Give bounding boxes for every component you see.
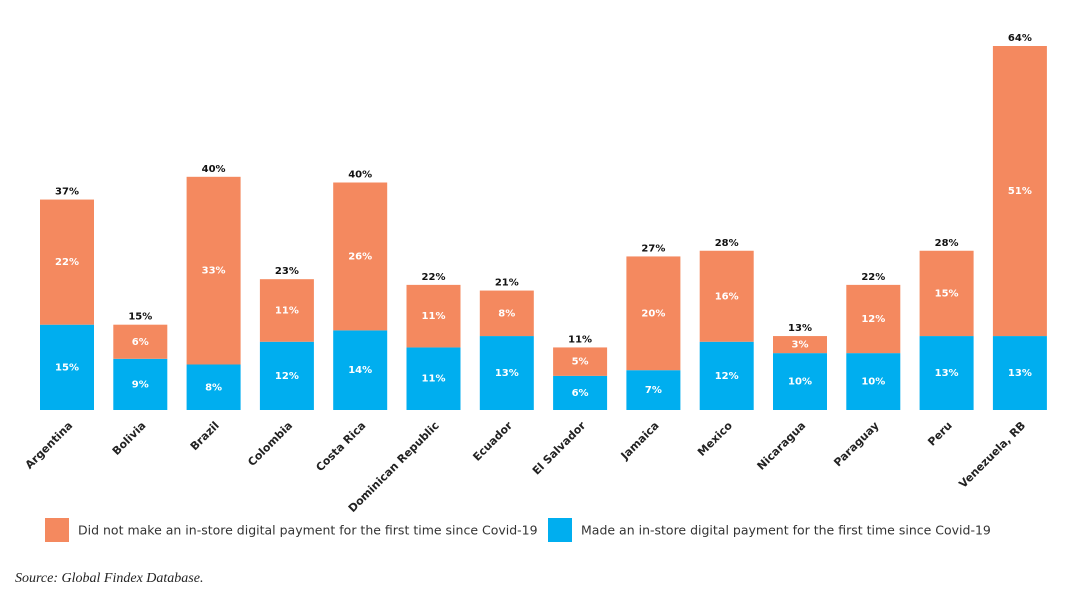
legend-swatch — [45, 518, 69, 542]
x-tick-label: Colombia — [245, 419, 295, 469]
total-label: 22% — [861, 272, 885, 283]
x-tick-label: Argentina — [23, 419, 76, 472]
segment-label: 11% — [422, 374, 446, 385]
x-tick-label: Nicaragua — [755, 419, 809, 473]
total-label: 15% — [128, 312, 152, 323]
legend-label: Did not make an in-store digital payment… — [78, 523, 538, 538]
bar-segment — [919, 336, 974, 410]
x-tick-label: Mexico — [695, 419, 735, 459]
segment-label: 12% — [275, 371, 299, 382]
total-label: 40% — [202, 164, 226, 175]
source-note: Source: Global Findex Database. — [15, 571, 203, 586]
bar-segment — [406, 347, 461, 410]
bar-segment — [553, 347, 608, 376]
segment-label: 11% — [422, 311, 446, 322]
bar-segment — [259, 341, 314, 410]
bar-segment — [40, 324, 94, 410]
total-label: 28% — [935, 238, 959, 249]
segment-label: 7% — [645, 385, 662, 396]
total-label: 40% — [348, 170, 372, 181]
bar-segment — [846, 353, 901, 410]
x-tick-label: Ecuador — [470, 419, 515, 464]
segment-label: 8% — [498, 308, 515, 319]
bar-segment — [479, 290, 534, 337]
segment-label: 12% — [715, 371, 739, 382]
segment-label: 11% — [275, 305, 299, 316]
total-label: 27% — [641, 243, 665, 254]
legend-label: Made an in-store digital payment for the… — [581, 523, 991, 538]
bar-segment — [333, 330, 388, 410]
total-label: 23% — [275, 266, 299, 277]
segment-label: 13% — [935, 368, 959, 379]
bar-segment — [406, 284, 461, 348]
bar-segment — [259, 279, 314, 342]
bar-segment — [186, 176, 241, 365]
segment-label: 20% — [641, 308, 665, 319]
x-tick-label: Brazil — [188, 419, 222, 453]
bar-segment — [333, 182, 388, 331]
total-label: 64% — [1008, 33, 1032, 44]
segment-label: 6% — [132, 337, 149, 348]
bar-segment — [773, 353, 827, 410]
segment-label: 9% — [132, 379, 149, 390]
bar-segment — [40, 199, 94, 325]
x-tick-label: El Salvador — [530, 419, 589, 478]
segment-label: 10% — [861, 377, 885, 388]
segment-label: 26% — [348, 251, 372, 262]
segment-label: 51% — [1008, 186, 1032, 197]
total-label: 22% — [422, 272, 446, 283]
segment-label: 22% — [55, 257, 79, 268]
x-tick-label: Paraguay — [831, 419, 881, 469]
segment-label: 33% — [202, 266, 226, 277]
bar-segment — [113, 358, 168, 410]
segment-label: 5% — [572, 357, 589, 368]
segment-label: 14% — [348, 365, 372, 376]
bar-segment — [846, 284, 901, 354]
segment-label: 13% — [495, 368, 519, 379]
total-label: 28% — [715, 238, 739, 249]
bar-segment — [626, 370, 681, 410]
x-tick-label: Bolivia — [110, 419, 149, 458]
total-label: 37% — [55, 187, 79, 198]
segment-label: 15% — [55, 362, 79, 373]
x-tick-label: Costa Rica — [313, 419, 368, 474]
x-tick-label: Jamaica — [618, 419, 662, 463]
segment-label: 3% — [792, 340, 809, 351]
segment-label: 8% — [205, 382, 222, 393]
segment-label: 10% — [788, 377, 812, 388]
bar-segment — [699, 341, 754, 410]
bar-segment — [479, 336, 534, 410]
segment-label: 13% — [1008, 368, 1032, 379]
bar-segment — [113, 324, 168, 359]
bar-segment — [186, 364, 241, 410]
x-tick-label: Peru — [925, 419, 955, 449]
total-label: 13% — [788, 323, 812, 334]
total-label: 11% — [568, 334, 592, 345]
bar-segment — [992, 46, 1047, 337]
segment-label: 15% — [935, 288, 959, 299]
segment-label: 6% — [572, 388, 589, 399]
segment-label: 12% — [861, 314, 885, 325]
x-tick-label: Venezuela, RB — [956, 419, 1028, 491]
bar-segment — [992, 336, 1047, 410]
bar-segment — [553, 375, 608, 410]
total-label: 21% — [495, 278, 519, 289]
bar-segment — [699, 250, 754, 342]
bar-segment — [626, 256, 681, 371]
segment-label: 16% — [715, 291, 739, 302]
legend-swatch — [548, 518, 572, 542]
bar-segment — [773, 336, 827, 354]
bar-segment — [919, 250, 974, 337]
